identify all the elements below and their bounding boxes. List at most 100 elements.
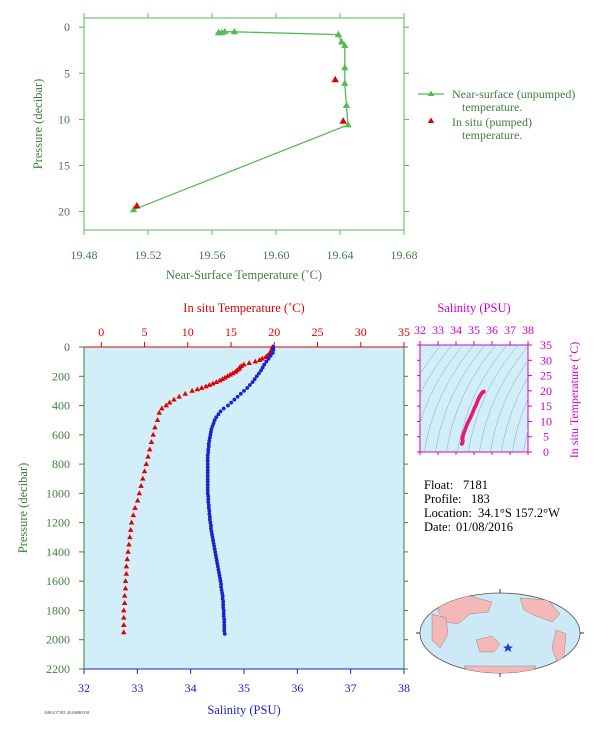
y-tick-label: 5 [64, 66, 70, 80]
temperature-point [122, 585, 129, 591]
location-value: 34.1°S 157.2°W [478, 506, 560, 520]
salinity-point [210, 532, 214, 537]
temperature-point [121, 614, 127, 620]
salinity-point [245, 386, 250, 390]
pressure-tick-label: 200 [52, 369, 70, 383]
salinity-point [212, 544, 217, 548]
salinity-point [221, 605, 226, 610]
ts-salinity-tick-label: 38 [522, 323, 534, 337]
temperature-point [159, 405, 165, 411]
salinity-axis-title: Salinity (PSU) [207, 703, 280, 717]
temperature-point [163, 402, 169, 408]
location-label: Location: [424, 506, 472, 520]
in-situ-point [133, 202, 141, 209]
x-tick-label: 19.48 [71, 248, 98, 262]
ts-salinity-tick-label: 34 [450, 323, 462, 337]
ts-temperature-tick-label: 5 [543, 430, 549, 444]
salinity-point [214, 555, 219, 560]
salinity-point [209, 523, 213, 528]
x-tick-label: 19.52 [135, 248, 162, 262]
salinity-point [207, 438, 212, 443]
salinity-point [209, 529, 214, 534]
temperature-point [152, 424, 158, 430]
temperature-point [213, 379, 220, 384]
density-contour-line [512, 398, 528, 452]
salinity-tick-label: 33 [131, 681, 143, 695]
near-surface-point [337, 37, 346, 45]
salinity-point [218, 579, 223, 584]
temperature-point [166, 399, 173, 405]
salinity-point [235, 394, 240, 399]
map-tick-marks [416, 589, 584, 677]
salinity-point [222, 623, 227, 627]
salinity-point [205, 491, 210, 496]
density-contour-line [420, 345, 442, 375]
ts-salinity-tick-label: 32 [414, 323, 426, 337]
salinity-point [218, 576, 222, 581]
pressure-tick-label: 800 [52, 457, 70, 471]
salinity-point [211, 541, 216, 546]
y-tick-label: 0 [64, 20, 70, 34]
pressure-tick-label: 0 [64, 340, 70, 354]
temperature-point [246, 360, 252, 365]
near-surface-point [129, 205, 138, 213]
in-situ-point [339, 117, 347, 124]
near-surface-point [230, 27, 239, 35]
temperature-point [145, 453, 151, 459]
pressure-tick-label: 2000 [46, 633, 70, 647]
temperature-point [150, 431, 156, 437]
salinity-point [250, 380, 255, 385]
near-surface-chart: 19.48 19.52 19.56 19.60 19.64 19.68 05101520 … [31, 13, 575, 282]
density-contour-line [490, 359, 528, 452]
temperature-point [127, 534, 133, 540]
salinity-point [206, 441, 211, 446]
profile-value: 183 [471, 492, 490, 506]
salinity-point [271, 348, 276, 352]
temperature-point [127, 526, 134, 532]
temperature-point [210, 380, 216, 386]
salinity-point [270, 350, 275, 355]
salinity-point [247, 383, 252, 387]
salinity-point [242, 389, 246, 393]
salinity-point [222, 626, 227, 630]
legend-in-situ-label: In situ (pumped) temperature. [452, 115, 535, 142]
temperature-point [123, 563, 130, 569]
temperature-point [206, 382, 213, 387]
temperature-point [121, 622, 127, 627]
footer-tag: ARGO7181.2016080318 [44, 710, 90, 715]
salinity-point [209, 526, 213, 531]
salinity-point [206, 506, 211, 510]
near-surface-y-axis-label: Pressure (decibar) [31, 79, 45, 170]
temperature-tick-label: 10 [182, 325, 194, 339]
temperature-point [121, 629, 127, 635]
temperature-point [256, 357, 263, 363]
ts-diagram: Salinity (PSU) In situ Temperature (˚C) … [414, 301, 581, 459]
ts-plot-area [419, 344, 529, 453]
in-situ-temperature-markers [133, 75, 347, 209]
salinity-point [220, 593, 225, 598]
salinity-point [216, 567, 221, 572]
salinity-point [206, 450, 211, 455]
salinity-profile-markers [205, 345, 276, 636]
ts-profile-points [459, 389, 486, 446]
temperature-point [171, 396, 177, 402]
temperature-point [121, 600, 128, 605]
y-tick-label: 15 [58, 158, 70, 172]
salinity-point [217, 573, 222, 578]
ts-salinity-title: Salinity (PSU) [437, 301, 510, 315]
pressure-tick-label: 1400 [46, 545, 70, 559]
temperature-tick-label: 0 [98, 325, 104, 339]
density-contour-line [457, 345, 508, 452]
profile-plot-area [84, 347, 404, 669]
salinity-point [220, 590, 225, 595]
temperature-point [141, 468, 148, 474]
salinity-point [229, 400, 234, 405]
salinity-tick-label: 36 [291, 681, 303, 695]
salinity-point [260, 365, 265, 370]
temperature-point [182, 390, 188, 396]
salinity-point [205, 488, 210, 493]
salinity-point [206, 494, 211, 499]
salinity-point [257, 371, 261, 376]
salinity-point [254, 374, 259, 379]
y-tick-label: 20 [58, 205, 70, 219]
